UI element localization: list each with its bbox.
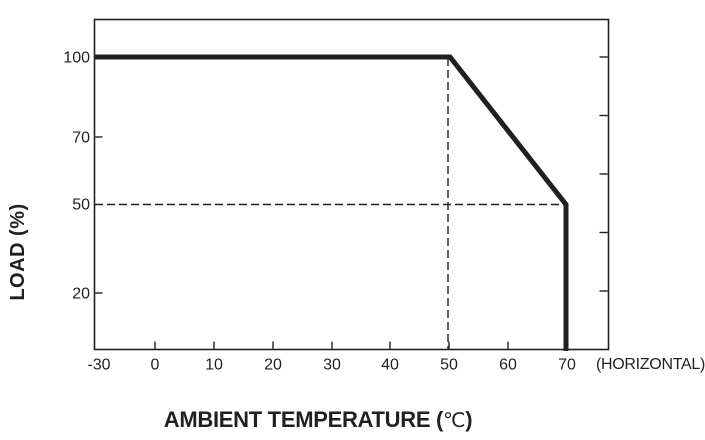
x-axis-title-text: AMBIENT TEMPERATURE (: [164, 407, 444, 432]
load-derating-curve: [94, 54, 569, 351]
x-tick-label: 0: [151, 357, 160, 374]
axis-ticks: [95, 56, 608, 349]
y-tick-label: 70: [72, 130, 90, 147]
x-axis-tick-labels: -30 0 10 20 30 40 50 60 70: [87, 357, 576, 374]
x-tick-label: 30: [323, 357, 341, 374]
x-tick-label: 10: [205, 357, 223, 374]
x-tick-label: 50: [440, 357, 458, 374]
x-tick-label: 70: [558, 357, 576, 374]
y-axis-tick-labels: 100 70 50 20: [63, 50, 90, 303]
y-axis-title: LOAD (%): [7, 203, 29, 300]
reference-dashed-lines: [95, 58, 566, 349]
y-tick-label: 100: [63, 50, 90, 67]
x-axis-title: AMBIENT TEMPERATURE (℃): [164, 407, 473, 432]
x-tick-label: 60: [499, 357, 517, 374]
y-tick-label: 50: [72, 197, 90, 214]
x-tick-label: -30: [87, 357, 110, 374]
y-tick-label: 20: [72, 286, 90, 303]
x-tick-label: 20: [264, 357, 282, 374]
derating-curve-line: [94, 54, 569, 351]
x-axis-title-close-paren: ): [465, 407, 472, 432]
plot-border-rect: [93, 18, 610, 351]
plot-border: [93, 18, 610, 351]
horizontal-orientation-note: (HORIZONTAL): [596, 356, 705, 373]
degree-celsius-symbol: ℃: [443, 408, 465, 432]
x-tick-label: 40: [381, 357, 399, 374]
